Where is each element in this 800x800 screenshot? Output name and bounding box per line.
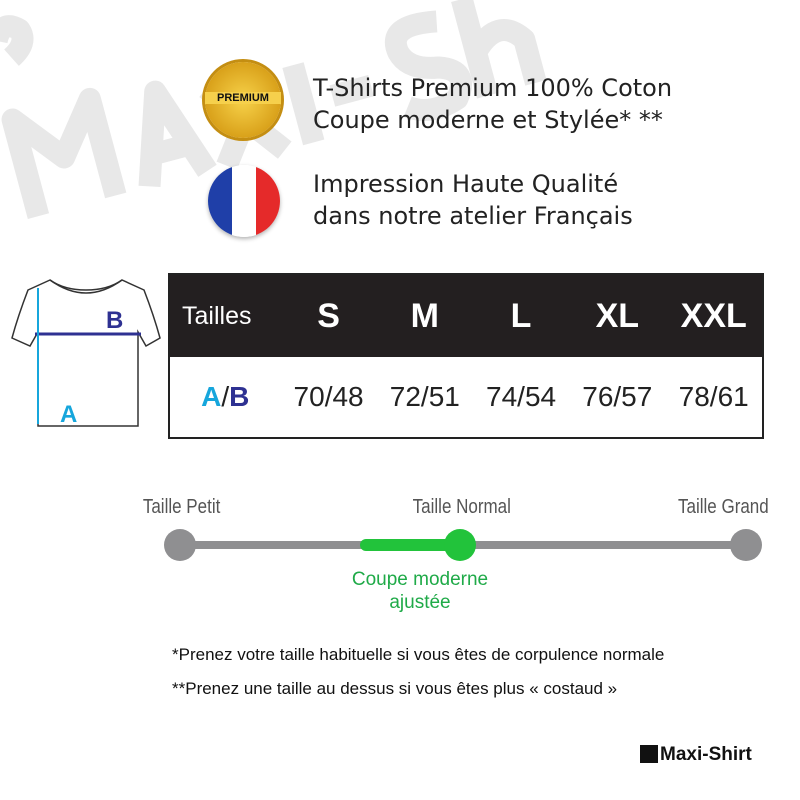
- maxi-shirt-logo: Maxi-Shirt: [640, 744, 752, 766]
- fit-note-line: ajustée: [389, 592, 451, 613]
- row-label-a: A: [201, 381, 222, 412]
- fit-note: Coupe moderne ajustée: [340, 568, 500, 614]
- note-2: **Prenez une taille au dessus si vous êt…: [172, 679, 618, 698]
- fit-scale-highlight: [360, 539, 460, 551]
- value-xxl: 78/61: [678, 381, 749, 412]
- fit-note-line: Coupe moderne: [351, 569, 489, 590]
- row-label-sep: /: [221, 381, 230, 412]
- label-taille-petit: Taille Petit: [142, 496, 221, 518]
- header-tailles: Tailles: [169, 274, 281, 357]
- size-s: S: [280, 274, 377, 357]
- row-label-ab: A/B: [169, 357, 280, 438]
- france-flag-icon: [208, 165, 280, 237]
- feature-line: T-Shirts Premium 100% Coton: [313, 74, 673, 102]
- dot-normal-selected: [444, 529, 476, 561]
- feature-print: Impression Haute Qualité dans notre atel…: [313, 168, 633, 232]
- size-table: Tailles S M L XL XXL A/B 70/48 72/51 74/…: [168, 273, 764, 439]
- note-1: *Prenez votre taille habituelle si vous …: [172, 645, 665, 664]
- logo-text: Maxi-Shirt: [660, 744, 752, 765]
- feature-line: Coupe moderne et Stylée* **: [313, 106, 663, 134]
- value-m: 72/51: [389, 381, 460, 412]
- tshirt-logo-icon: [640, 745, 658, 763]
- feature-line: dans notre atelier Français: [313, 202, 633, 230]
- label-taille-normal: Taille Normal: [412, 496, 511, 518]
- size-m: M: [376, 274, 473, 357]
- value-l: 74/54: [486, 381, 557, 412]
- size-xl: XL: [569, 274, 666, 357]
- dot-petit: [164, 529, 196, 561]
- dot-grand: [730, 529, 762, 561]
- premium-badge-icon: PREMIUM: [205, 62, 281, 138]
- tshirt-diagram: B A: [11, 279, 161, 428]
- size-l: L: [472, 274, 570, 357]
- label-b: B: [106, 307, 123, 334]
- value-s: 70/48: [293, 381, 364, 412]
- feature-line: Impression Haute Qualité: [313, 170, 619, 198]
- label-taille-grand: Taille Grand: [678, 496, 769, 518]
- size-xxl: XXL: [665, 274, 763, 357]
- label-a: A: [60, 401, 77, 428]
- value-xl: 76/57: [582, 381, 653, 412]
- feature-premium: T-Shirts Premium 100% Coton Coupe modern…: [313, 72, 672, 136]
- row-label-b: B: [229, 381, 250, 412]
